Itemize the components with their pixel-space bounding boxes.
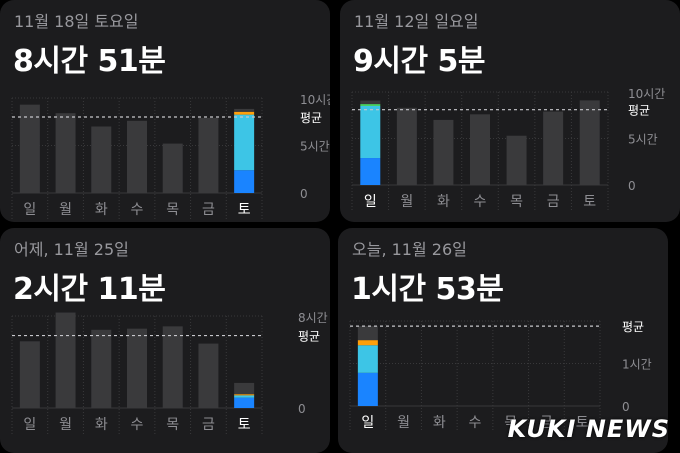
x-tick-label: 월 [59,202,72,218]
average-label: 평균 [622,320,644,334]
x-tick-label: 수 [131,417,144,433]
x-tick-label: 화 [437,194,450,210]
bar [162,326,183,408]
x-tick-label: 목 [166,202,179,218]
panel-total-time: 8시간 51분 [13,44,166,79]
bar-segment-green [360,104,381,106]
average-label: 평균 [300,111,322,125]
bar [127,120,147,193]
x-tick-label: 수 [131,202,144,218]
bar [91,126,112,193]
y-tick-label: 10시간 [628,87,665,101]
bar-segment-gray [234,382,255,395]
x-tick-label: 금 [540,415,553,431]
bar [162,143,183,193]
x-tick-label: 금 [202,417,215,433]
bar [19,104,40,193]
y-tick-label: 5시간 [628,133,658,147]
bar-segment-gray [360,100,381,105]
x-tick-label: 토 [583,194,596,210]
bar [506,135,527,185]
screen-time-panel-4[interactable]: 오늘, 11월 26일 1시간 53분 1시간 0 일 월 화 수 목 금 토 평균 [338,228,668,453]
x-tick-label: 토 [238,417,251,433]
x-tick-label: 토 [576,415,589,431]
bar [55,113,76,193]
y-tick-label: 1시간 [622,358,652,372]
bar-segment-orange [234,394,255,396]
x-tick-label: 화 [95,417,108,433]
bar-segment-cyan [360,105,381,159]
bar [433,119,454,185]
panel-date: 오늘, 11월 26일 [352,240,467,259]
x-tick-label: 화 [95,202,108,218]
bar [396,107,417,185]
panel-date: 어제, 11월 25일 [14,240,129,259]
bar-segment-blue [360,158,381,185]
bar [198,343,219,408]
x-tick-label: 수 [474,194,487,210]
bar [127,328,147,408]
panel-total-time: 9시간 5분 [353,44,486,79]
panel-total-time: 1시간 53분 [351,272,504,307]
bar-segment-orange [234,111,255,115]
x-tick-label: 금 [547,194,560,210]
x-tick-label: 일 [364,194,377,210]
y-tick-label: 0 [298,402,306,416]
panel-total-time: 2시간 11분 [13,272,166,307]
x-tick-label: 월 [59,417,72,433]
bar-segment-blue [234,170,255,193]
average-label: 평균 [628,104,650,118]
bar-segment-gray [234,108,255,112]
bar [55,312,76,408]
usage-bar-chart: 8시간 0 일 월 화 수 목 금 토 평균 [11,311,328,434]
bar [470,114,490,185]
bar [19,341,40,408]
x-tick-label: 금 [202,202,215,218]
y-tick-label: 8시간 [298,311,328,325]
x-tick-label: 일 [361,415,374,431]
x-tick-label: 수 [469,415,482,431]
bar [91,329,112,408]
bar-segment-blue [357,372,378,406]
usage-bar-chart: 10시간 5시간 0 일 월 화 수 목 금 토 평균 [11,93,330,219]
bar [543,111,564,185]
x-tick-label: 목 [166,417,179,433]
panel-date: 11월 12일 일요일 [354,12,479,31]
x-tick-label: 토 [238,202,251,218]
screen-time-panel-1[interactable]: 11월 18일 토요일 8시간 51분 10시간 5시간 0 일 월 화 수 목 금 토 평균 [0,0,330,222]
y-tick-label: 5시간 [300,140,330,154]
bar-segment-gray [357,326,378,341]
y-tick-label: 0 [628,179,636,193]
x-tick-label: 일 [23,202,36,218]
usage-bar-chart: 10시간 5시간 0 일 월 화 수 목 금 토 평균 [351,87,665,211]
bar [579,100,600,185]
y-tick-label: 0 [300,187,308,201]
x-tick-label: 월 [397,415,410,431]
bar [198,117,219,193]
screen-time-panel-3[interactable]: 어제, 11월 25일 2시간 11분 8시간 0 일 월 화 수 목 금 토 평균 [0,228,330,453]
y-tick-label: 0 [622,400,630,414]
x-tick-label: 화 [433,415,446,431]
average-label: 평균 [298,330,320,344]
bar-segment-cyan [357,345,378,373]
screen-time-panel-2[interactable]: 11월 12일 일요일 9시간 5분 10시간 5시간 0 일 월 화 수 목 금 토 평균 [340,0,680,222]
x-tick-label: 월 [400,194,413,210]
x-tick-label: 일 [23,417,36,433]
x-tick-label: 목 [504,415,517,431]
news-watermark: KUKI NEWS [507,415,670,443]
bar-segment-blue [234,397,255,408]
panel-date: 11월 18일 토요일 [14,12,139,31]
x-tick-label: 목 [510,194,523,210]
bar-segment-orange [357,340,378,346]
y-tick-label: 10시간 [300,93,330,107]
bar-segment-cyan [234,114,255,171]
bar-segment-cyan [234,395,255,398]
usage-bar-chart: 1시간 0 일 월 화 수 목 금 토 평균 [349,320,652,432]
